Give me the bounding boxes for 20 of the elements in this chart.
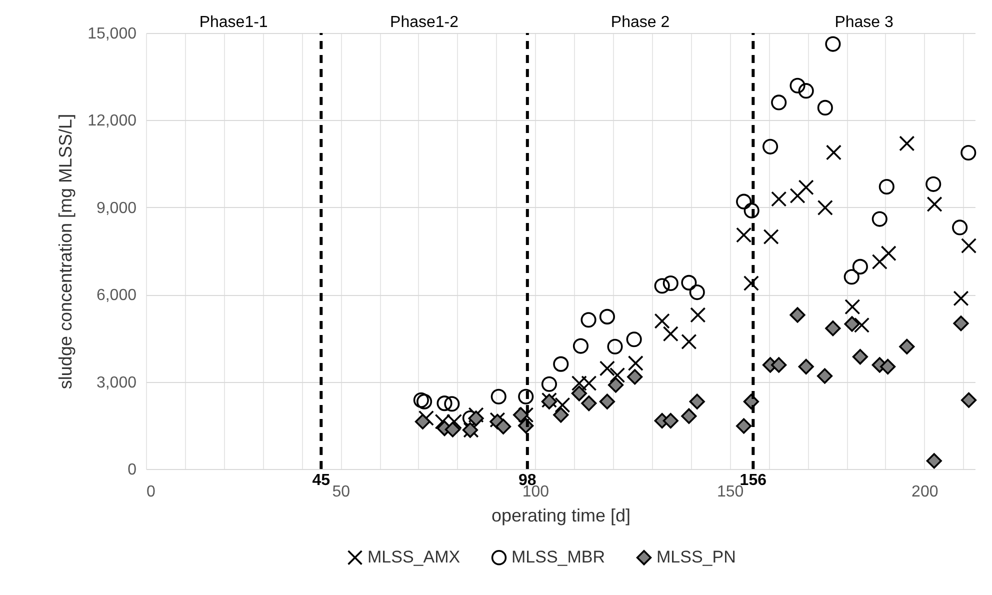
legend-label: MLSS_PN <box>656 548 736 567</box>
ref-line-label: 45 <box>312 472 330 489</box>
x-axis-title: operating time [d] <box>491 506 631 526</box>
y-tick-label: 0 <box>128 462 137 478</box>
y-tick-label: 12,000 <box>88 112 137 130</box>
y-tick-label: 15,000 <box>88 26 137 42</box>
y-axis-title: sludge concentration [mg MLSS/L] <box>56 114 76 390</box>
legend-label: MLSS_MBR <box>512 548 606 567</box>
x-tick-label: 50 <box>332 484 350 500</box>
x-tick-label: 150 <box>716 484 744 500</box>
y-tick-label: 3,000 <box>96 374 137 392</box>
x-tick-label: 0 <box>146 484 156 500</box>
legend-label: MLSS_AMX <box>368 548 460 567</box>
text: Phase1-1 <box>199 14 268 31</box>
text: Phase1-2 <box>390 14 459 31</box>
x-tick-label: 200 <box>912 484 938 500</box>
text: Phase 3 <box>834 14 894 31</box>
text: Phase 2 <box>610 14 670 31</box>
y-tick-label: 6,000 <box>96 287 137 304</box>
y-tick-label: 9,000 <box>96 200 137 217</box>
